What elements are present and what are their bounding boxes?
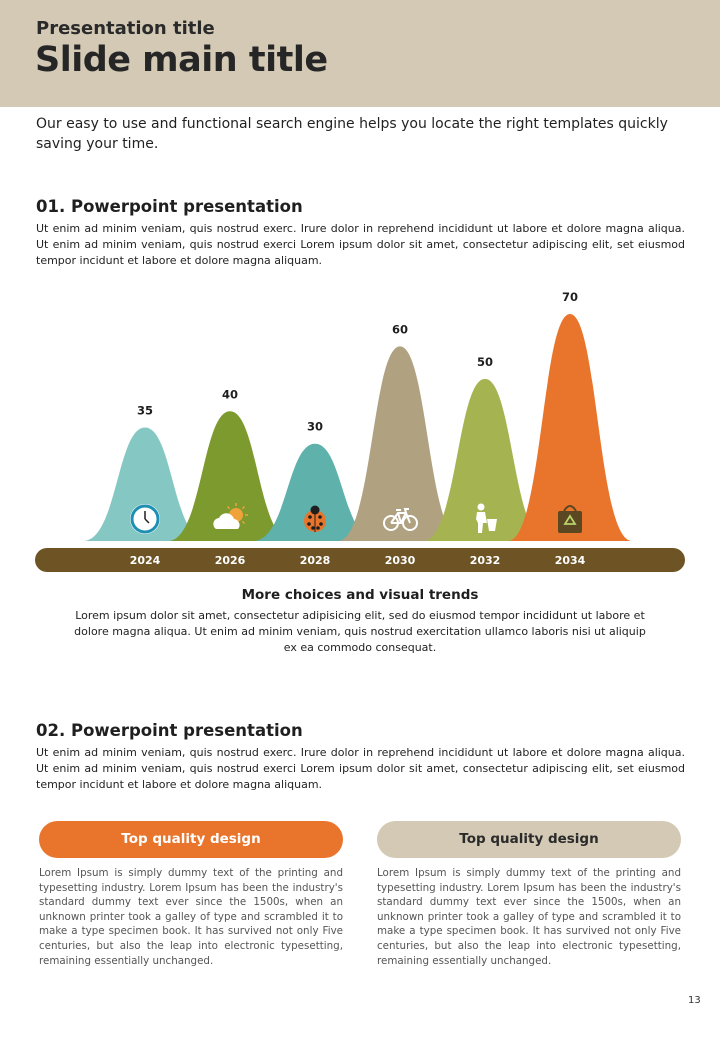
presentation-title: Presentation title — [36, 18, 215, 39]
chart-caption-title: More choices and visual trends — [241, 587, 479, 603]
peak-2026 — [168, 411, 292, 541]
value-label-2028: 30 — [307, 420, 323, 434]
value-label-2030: 60 — [392, 322, 408, 336]
tick-label-2028: 2028 — [300, 554, 331, 567]
peak-2032 — [423, 378, 547, 541]
value-label-2026: 40 — [222, 387, 238, 401]
column2-heading: Top quality design — [377, 821, 681, 858]
column1-heading: Top quality design — [39, 821, 343, 858]
tick-label-2034: 2034 — [555, 554, 586, 567]
chart-axis: 2024 2026 2028 2030 2032 2034 — [35, 548, 685, 572]
bicycle-icon — [383, 508, 418, 531]
peak-2024 — [83, 427, 207, 541]
tick-label-2030: 2030 — [385, 554, 416, 567]
chart-peaks: 35 40 30 60 50 70 — [83, 290, 632, 541]
intro-text: Our easy to use and functional search en… — [36, 116, 668, 152]
value-label-2032: 50 — [477, 355, 493, 369]
peak-2034 — [508, 314, 632, 541]
column2-body: Lorem Ipsum is simply dummy text of the … — [377, 867, 681, 967]
section1-title: 01. Powerpoint presentation — [36, 197, 303, 216]
chart-icons — [130, 503, 582, 534]
tick-label-2032: 2032 — [470, 554, 501, 567]
section2-title: 02. Powerpoint presentation — [36, 721, 303, 740]
axis-bar — [35, 548, 685, 572]
chart-caption-body: Lorem ipsum dolor sit amet, consectetur … — [74, 609, 646, 654]
section2-body: Ut enim ad minim veniam, quis nostrud ex… — [36, 746, 685, 791]
recycle-person-icon — [476, 503, 497, 533]
ladybug-icon — [304, 505, 326, 532]
peak-2028 — [253, 443, 377, 541]
weather-icon — [213, 503, 248, 529]
peak-2030 — [338, 346, 462, 541]
column1-body: Lorem Ipsum is simply dummy text of the … — [39, 867, 343, 967]
bell-chart: 35 40 30 60 50 70 2024 2026 2028 2030 2032 2034 — [35, 290, 685, 572]
header-band: Presentation title Slide main title — [0, 0, 720, 107]
value-label-2024: 35 — [137, 404, 153, 418]
value-label-2034: 70 — [562, 290, 578, 304]
tick-label-2024: 2024 — [130, 554, 161, 567]
page-number: 13 — [688, 995, 701, 1006]
tick-label-2026: 2026 — [215, 554, 246, 567]
clock-icon — [130, 504, 160, 534]
slide-main-title: Slide main title — [35, 40, 328, 80]
section1-body: Ut enim ad minim veniam, quis nostrud ex… — [36, 222, 685, 267]
eco-bag-icon — [558, 505, 582, 533]
